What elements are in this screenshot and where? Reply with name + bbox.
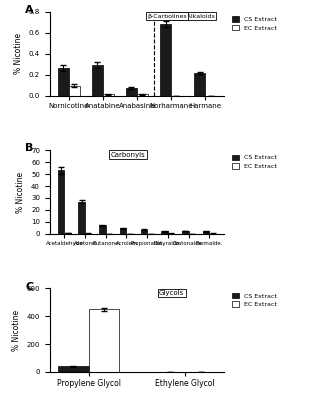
Bar [78, 202, 85, 234]
Text: B: B [26, 144, 34, 154]
Legend: CS Extract, EC Extract: CS Extract, EC Extract [230, 15, 278, 32]
Bar [182, 231, 189, 234]
Bar [64, 233, 71, 234]
Bar [69, 86, 80, 96]
Bar [194, 73, 205, 96]
Text: β-Carbolines: β-Carbolines [147, 14, 187, 19]
Text: Carbonyls: Carbonyls [111, 152, 146, 158]
Y-axis label: % Nicotine: % Nicotine [14, 33, 23, 74]
Bar [120, 228, 127, 234]
Bar [58, 68, 69, 96]
Text: Glycols: Glycols [159, 290, 184, 296]
Bar [92, 65, 103, 96]
Text: Minor Alkaloids: Minor Alkaloids [167, 14, 215, 19]
Bar [203, 232, 209, 234]
Bar [89, 309, 119, 372]
Bar [161, 232, 168, 234]
Bar [58, 366, 89, 372]
Bar [103, 94, 114, 96]
Bar [58, 170, 64, 234]
Bar [160, 24, 171, 96]
Text: A: A [26, 5, 34, 15]
Bar [99, 226, 106, 234]
Y-axis label: % Nicotine: % Nicotine [16, 172, 26, 212]
Text: C: C [26, 282, 34, 292]
Bar [141, 230, 147, 234]
Bar [137, 94, 148, 96]
Legend: CS Extract, EC Extract: CS Extract, EC Extract [230, 292, 278, 308]
Bar [126, 88, 137, 96]
Y-axis label: % Nicotine: % Nicotine [12, 310, 21, 351]
Legend: CS Extract, EC Extract: CS Extract, EC Extract [230, 153, 278, 170]
